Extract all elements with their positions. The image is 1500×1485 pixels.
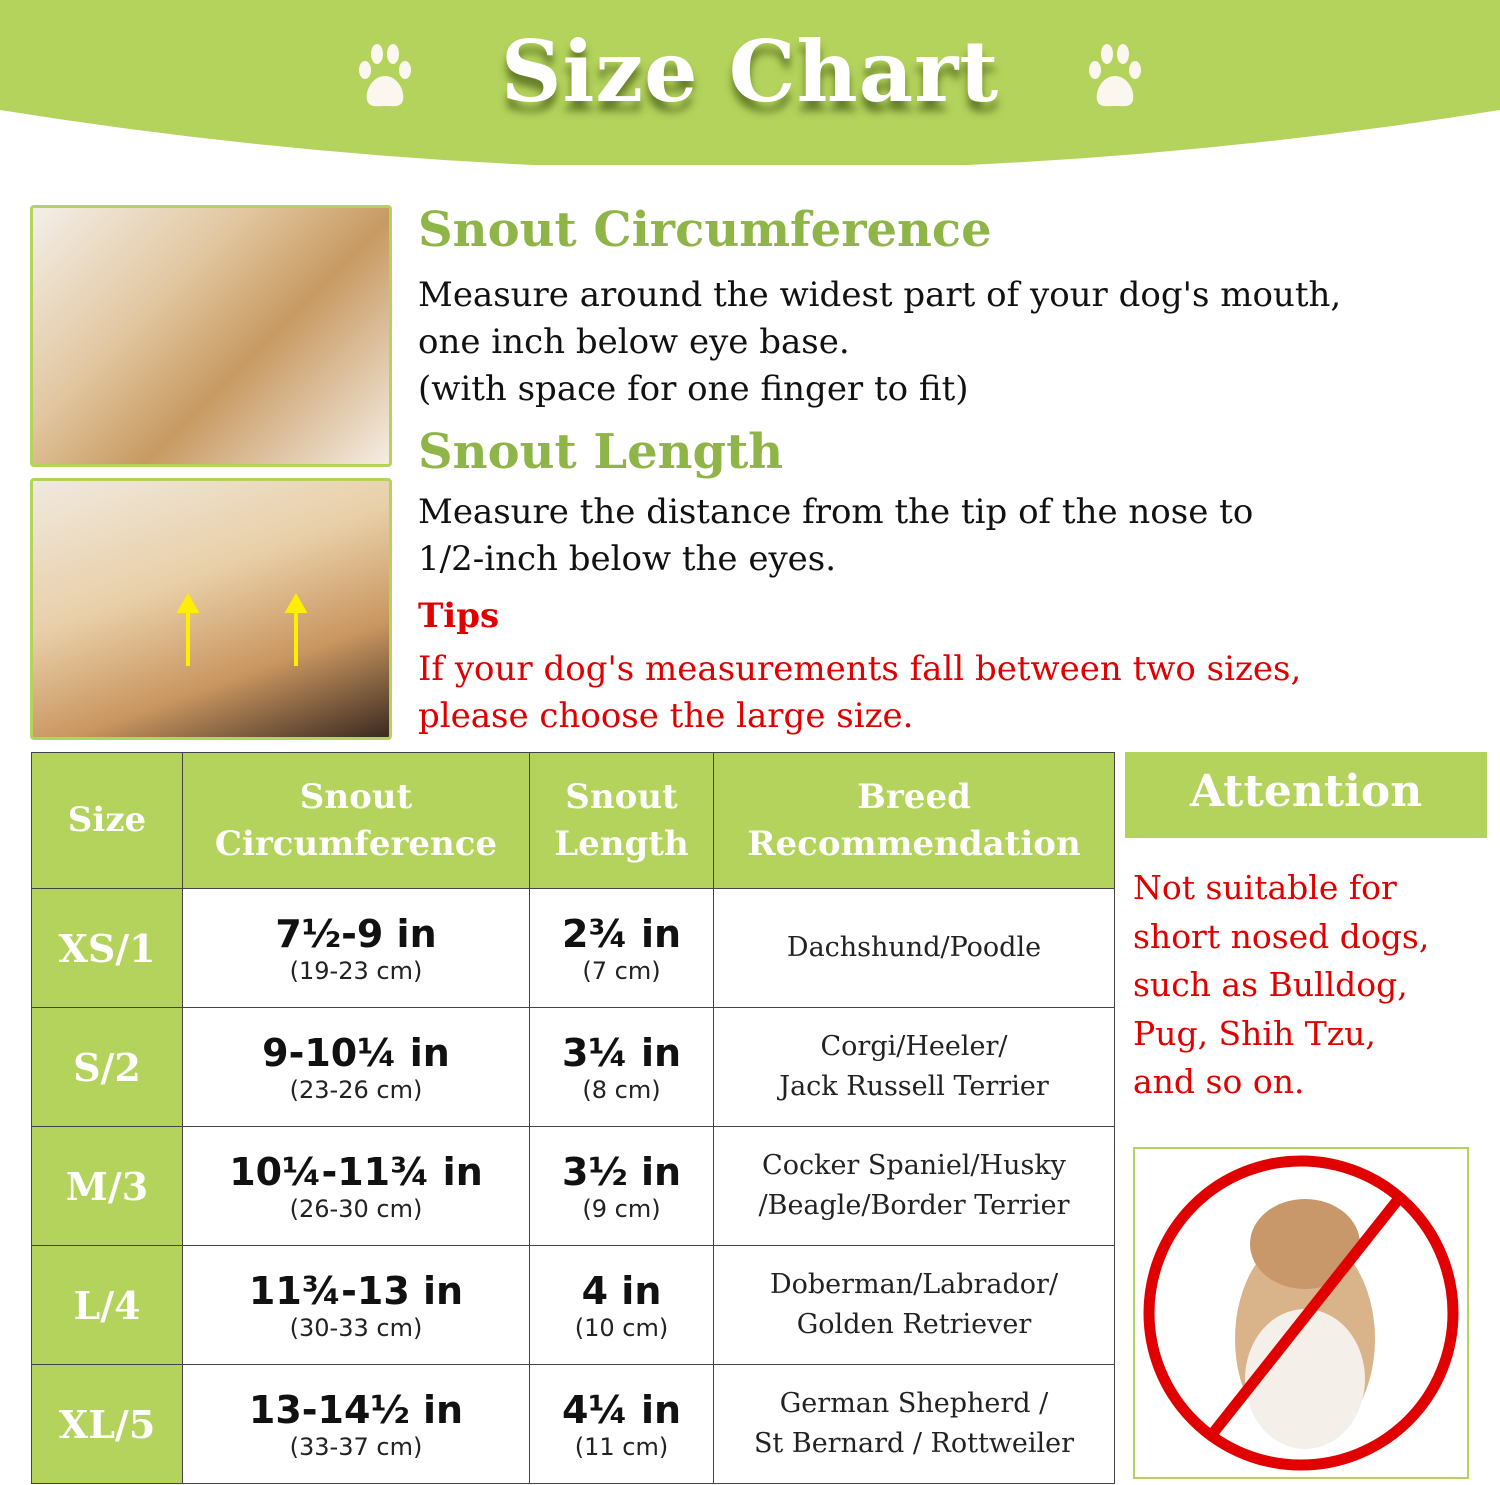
paw-icon (359, 44, 411, 107)
bulldog-not-allowed-image (1133, 1147, 1469, 1479)
breed-cell: Cocker Spaniel/Husky/Beagle/Border Terri… (713, 1126, 1115, 1246)
size-cell: XS/1 (31, 888, 183, 1008)
circumference-cell: 7½-9 in (19-23 cm) (182, 888, 530, 1008)
text-line: Measure the distance from the tip of the… (418, 492, 1254, 532)
breed-cell: Corgi/Heeler/Jack Russell Terrier (713, 1007, 1115, 1127)
attention-text: Not suitable for short nosed dogs, such as… (1133, 868, 1430, 1101)
arrow-icons (176, 592, 308, 666)
header-banner (0, 0, 1500, 165)
circumference-heading: Snout Circumference (418, 202, 992, 258)
circumference-cell: 9-10¼ in (23-26 cm) (182, 1007, 530, 1127)
length-cell: 3½ in (9 cm) (529, 1126, 714, 1246)
circumference-cell: 10¼-11¾ in (26-30 cm) (182, 1126, 530, 1246)
text-line: Measure around the widest part of your d… (418, 275, 1342, 315)
prohibited-icon (1143, 1155, 1459, 1471)
length-cell: 4¼ in (11 cm) (529, 1364, 714, 1484)
length-text: Measure the distance from the tip of the… (418, 489, 1493, 583)
table-row: S/2 9-10¼ in (23-26 cm) 3¼ in (8 cm) Corgi… (31, 1007, 1115, 1127)
text-line: 1/2-inch below the eyes. (418, 539, 837, 579)
circumference-cell: 11¾-13 in (30-33 cm) (182, 1245, 530, 1365)
size-cell: M/3 (31, 1126, 183, 1246)
text-line: please choose the large size. (418, 696, 914, 736)
breed-cell: Doberman/Labrador/Golden Retriever (713, 1245, 1115, 1365)
header-length: Snout Length (529, 752, 714, 889)
table-row: XS/1 7½-9 in (19-23 cm) 2¾ in (7 cm) Dachs… (31, 888, 1115, 1008)
table-row: M/3 10¼-11¾ in (26-30 cm) 3½ in (9 cm) Coc… (31, 1126, 1115, 1246)
tips-text: If your dog's measurements fall between … (418, 646, 1493, 740)
length-cell: 3¼ in (8 cm) (529, 1007, 714, 1127)
size-cell: S/2 (31, 1007, 183, 1127)
size-cell: L/4 (31, 1245, 183, 1365)
attention-heading: Attention (1125, 752, 1487, 838)
snout-length-photo (30, 478, 392, 740)
length-heading: Snout Length (418, 424, 784, 480)
length-cell: 2¾ in (7 cm) (529, 888, 714, 1008)
header-size: Size (31, 752, 183, 889)
paw-icon (1089, 44, 1141, 107)
size-table: Size Snout Circumference Snout Length Bree… (31, 752, 1115, 1484)
text-line: (with space for one finger to fit) (418, 369, 969, 409)
text-line: one inch below eye base. (418, 322, 850, 362)
page-title: Size Chart (500, 22, 1000, 121)
length-cell: 4 in (10 cm) (529, 1245, 714, 1365)
breed-cell: Dachshund/Poodle (713, 888, 1115, 1008)
circumference-text: Measure around the widest part of your d… (418, 272, 1493, 413)
tips-heading: Tips (418, 596, 500, 636)
size-cell: XL/5 (31, 1364, 183, 1484)
table-row: L/4 11¾-13 in (30-33 cm) 4 in (10 cm) Dobe… (31, 1245, 1115, 1365)
header-breed: Breed Recommendation (713, 752, 1115, 889)
circumference-cell: 13-14½ in (33-37 cm) (182, 1364, 530, 1484)
header-circumference: Snout Circumference (182, 752, 530, 889)
text-line: If your dog's measurements fall between … (418, 649, 1302, 689)
table-header-row: Size Snout Circumference Snout Length Bree… (31, 752, 1115, 889)
breed-cell: German Shepherd / St Bernard / Rottweiler (713, 1364, 1115, 1484)
table-row: XL/5 13-14½ in (33-37 cm) 4¼ in (11 cm) Ge… (31, 1364, 1115, 1484)
snout-circumference-photo (30, 205, 392, 467)
